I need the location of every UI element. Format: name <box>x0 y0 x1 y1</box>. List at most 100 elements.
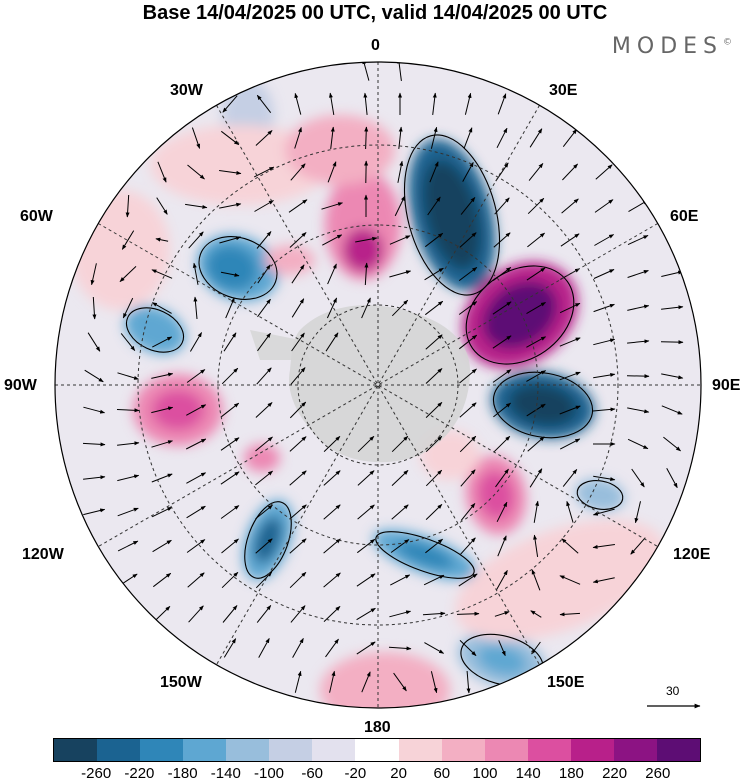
arrow-icon <box>422 611 446 616</box>
colorbar-tick-label: 260 <box>645 765 671 782</box>
arrow-icon <box>151 269 173 279</box>
arrow-icon <box>225 297 235 319</box>
arrow-icon <box>497 535 507 557</box>
arrow-icon <box>357 435 375 453</box>
arrow-icon <box>255 571 273 589</box>
arrow-icon <box>321 202 343 210</box>
arrow-icon <box>430 671 438 694</box>
arrow-icon <box>219 236 242 244</box>
arrow-icon <box>559 337 581 347</box>
arrow-icon <box>429 161 439 183</box>
colorbar-bin <box>570 739 614 761</box>
arrow-icon <box>424 300 444 316</box>
arrow-icon <box>152 539 172 553</box>
arrow-icon <box>356 607 376 621</box>
arrow-icon <box>593 475 616 482</box>
arrow-icon <box>389 235 411 245</box>
arrow-icon <box>496 501 508 523</box>
contour-line <box>465 265 575 365</box>
arrow-icon <box>463 127 473 149</box>
arrow-icon <box>120 333 136 351</box>
arrow-icon <box>256 94 272 114</box>
arrow-icon <box>526 301 546 315</box>
arrow-icon <box>593 338 616 346</box>
arrow-icon <box>460 537 476 555</box>
arrow-icon <box>117 441 140 446</box>
arrow-icon <box>423 574 445 586</box>
arrow-icon <box>363 92 368 115</box>
arrow-icon <box>559 438 581 450</box>
arrow-icon <box>394 195 406 217</box>
lon-label-120e: 120E <box>673 546 711 563</box>
arrow-icon <box>289 504 307 520</box>
arrow-icon <box>325 332 339 352</box>
arrow-icon <box>254 200 274 212</box>
arrow-icon <box>219 202 242 209</box>
map-title: Base 14/04/2025 00 UTC, valid 14/04/2025… <box>142 2 608 24</box>
colorbar-tick-label: -140 <box>210 765 241 782</box>
arrow-icon <box>459 640 477 656</box>
colorbar-bin <box>226 739 270 761</box>
colorbar-bin <box>140 739 184 761</box>
arrow-icon <box>185 203 208 209</box>
arrow-icon <box>559 575 581 585</box>
arrow-icon <box>530 610 542 618</box>
arrow-icon <box>291 264 305 284</box>
arrow-icon <box>562 469 578 487</box>
anomaly-blob <box>150 125 330 205</box>
arrow-icon <box>593 372 616 379</box>
anomaly-blob <box>124 305 186 355</box>
arrow-icon <box>494 611 510 617</box>
arrow-icon <box>356 538 376 554</box>
arrow-icon <box>593 269 615 279</box>
arrow-icon <box>631 468 645 488</box>
arrow-icon <box>592 544 615 549</box>
colorbar-bin <box>54 739 98 761</box>
arrow-icon <box>255 130 273 146</box>
arrow-icon <box>119 266 137 282</box>
arrow-icon <box>323 572 341 588</box>
arrow-icon <box>494 197 510 215</box>
arrow-icon <box>356 641 376 655</box>
arrow-icon <box>459 232 477 248</box>
arrow-icon <box>660 340 684 345</box>
arrow-icon <box>327 263 337 285</box>
arrow-icon <box>592 407 616 412</box>
arrow-icon <box>327 161 337 183</box>
anomaly-blob <box>320 652 450 708</box>
arrow-icon <box>220 437 240 451</box>
arrow-icon <box>291 298 305 318</box>
arrow-icon <box>493 402 511 418</box>
arrow-icon <box>191 127 201 149</box>
wind-vectors <box>82 62 684 694</box>
colorbar-bin <box>269 739 313 761</box>
arrow-icon <box>186 404 207 416</box>
arrow-icon <box>424 232 444 248</box>
arrow-icon <box>464 92 472 115</box>
anomaly-blob <box>265 245 315 275</box>
arrow-icon <box>493 232 511 248</box>
arrow-icon <box>528 163 544 181</box>
map-fill <box>55 62 701 708</box>
arrow-icon <box>220 505 240 519</box>
colorbar-tick-label: -60 <box>301 765 324 782</box>
arrow-icon <box>634 501 641 524</box>
colorbar-bin <box>441 739 485 761</box>
lon-label-90w: 90W <box>4 377 37 394</box>
contour-line <box>125 307 185 353</box>
arrow-icon <box>498 640 506 657</box>
colorbar-bin <box>398 739 442 761</box>
arrow-icon <box>627 234 649 246</box>
arrow-icon <box>151 372 174 379</box>
arrow-icon <box>288 199 308 213</box>
arrow-icon <box>255 504 273 520</box>
arrow-icon <box>529 468 543 488</box>
arrow-icon <box>257 332 271 352</box>
arrow-icon <box>594 199 614 213</box>
colorbar-tick-label: -220 <box>124 765 155 782</box>
arrow-icon <box>151 473 173 483</box>
lon-label-90e: 90E <box>712 377 741 394</box>
arrow-icon <box>323 470 341 486</box>
arrow-icon <box>561 538 579 554</box>
